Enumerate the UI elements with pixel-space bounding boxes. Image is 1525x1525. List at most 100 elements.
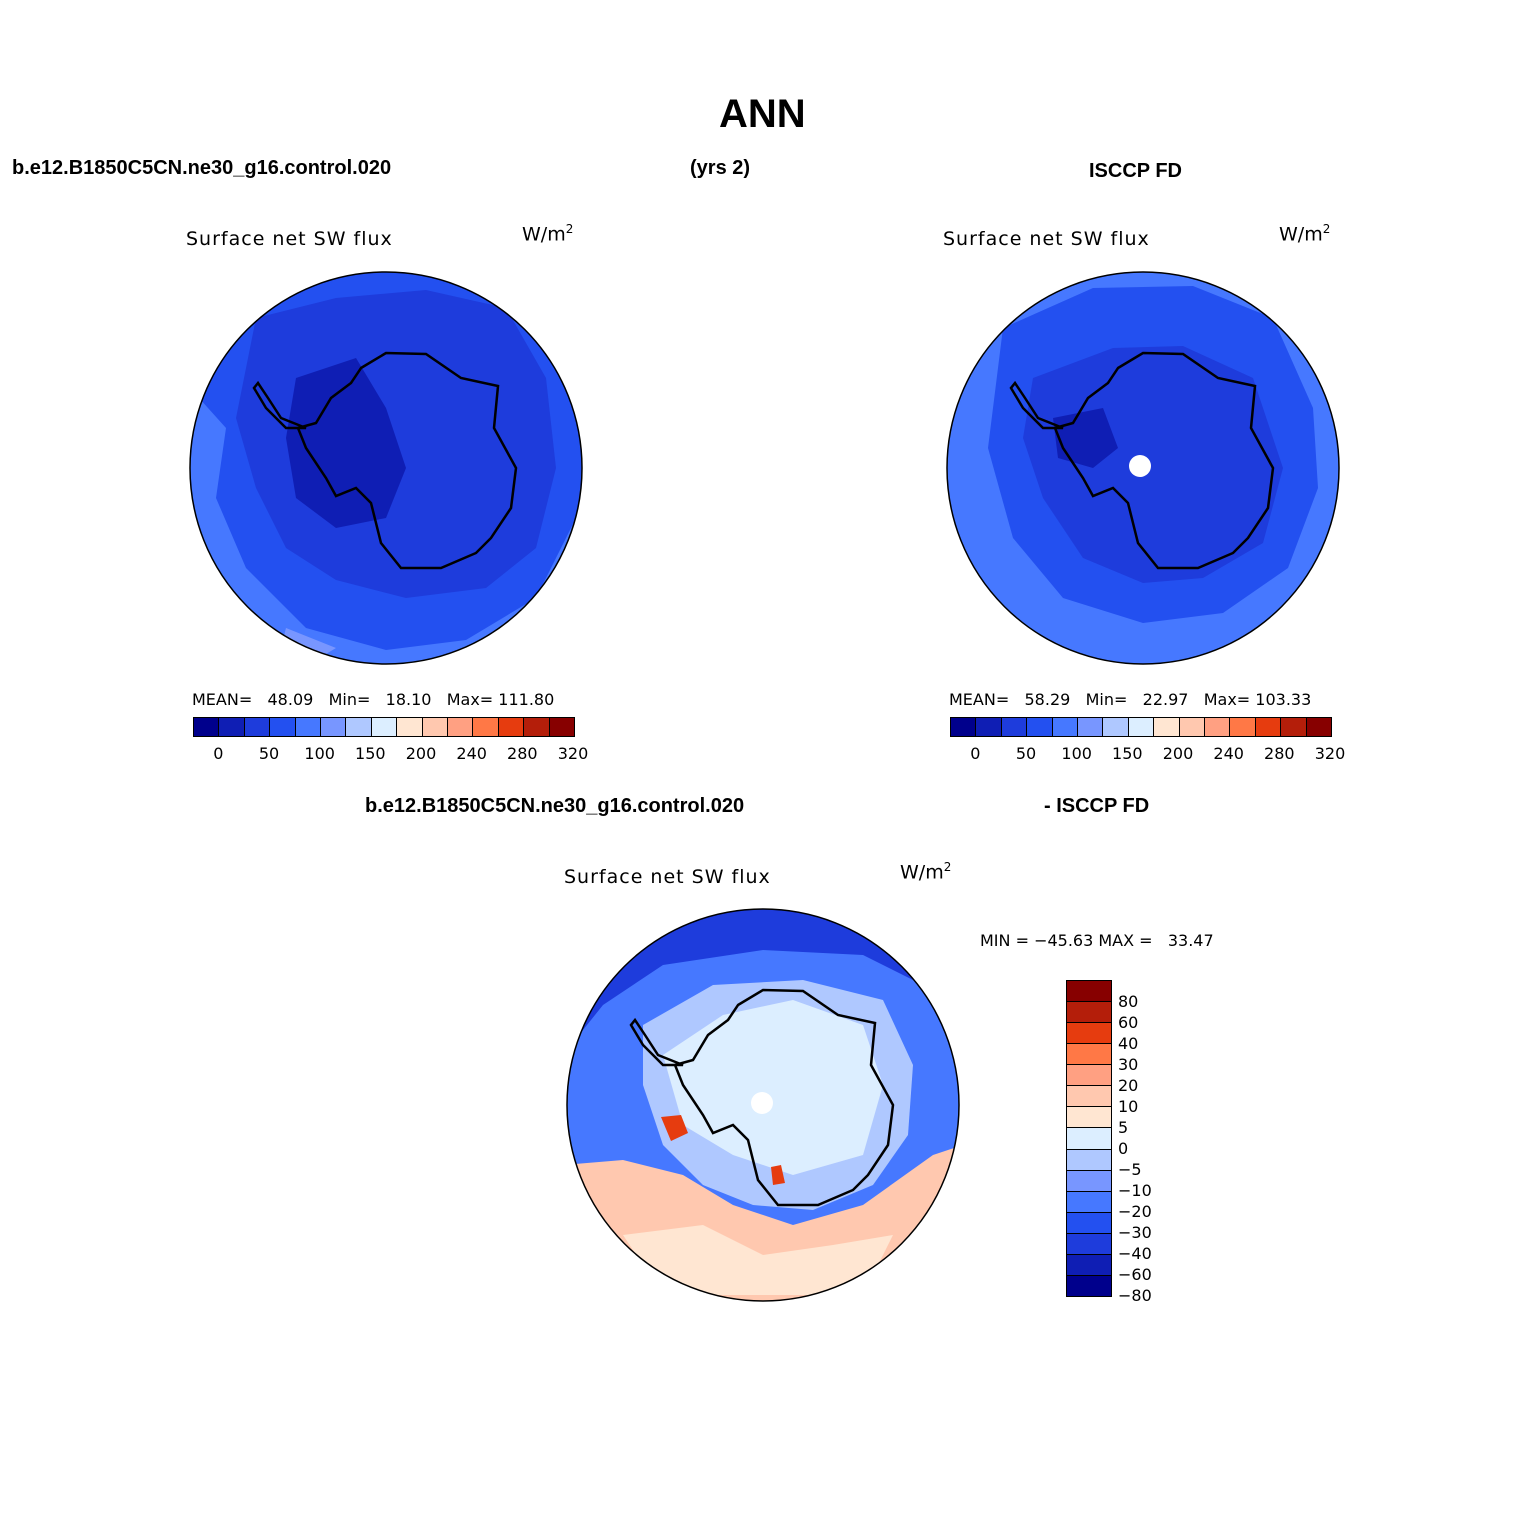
colorbar-tick-label: 280 — [1264, 744, 1295, 763]
colorbar-tick-label: 150 — [1112, 744, 1143, 763]
diff-ocean-outer — [567, 909, 959, 1055]
colorbar-swatch — [1067, 1086, 1111, 1108]
model-max: 111.80 — [498, 690, 555, 709]
colorbar-tick-label: 320 — [557, 744, 589, 763]
obs-min: 22.97 — [1142, 690, 1189, 709]
model-min-label: Min= — [328, 690, 371, 709]
colorbar-swatch — [219, 718, 245, 736]
case-name: b.e12.B1850C5CN.ne30_g16.control.020 — [12, 157, 392, 179]
colorbar-tick-label: 10 — [1118, 1097, 1139, 1116]
model-min: 18.10 — [385, 690, 432, 709]
colorbar-swatch — [1067, 1023, 1111, 1045]
colorbar-swatch — [1067, 1233, 1111, 1255]
model-colorbar — [193, 717, 575, 737]
colorbar-swatch — [1067, 981, 1111, 1003]
obs-units: W/m2 — [1279, 222, 1330, 245]
colorbar-swatch — [270, 718, 296, 736]
model-units: W/m2 — [522, 222, 573, 245]
model-ocean-deep — [286, 358, 406, 528]
diff-plot-title: Surface net SW flux — [564, 866, 771, 888]
figure-title: ANN — [719, 92, 806, 136]
model-plot-title: Surface net SW flux — [186, 228, 393, 250]
obs-max: 103.33 — [1255, 690, 1312, 709]
obs-pole-hole — [1129, 455, 1151, 477]
colorbar-tick-label: −60 — [1118, 1265, 1152, 1284]
colorbar-swatch — [1067, 1212, 1111, 1234]
colorbar-tick-label: 40 — [1118, 1034, 1139, 1053]
obs-ocean-inner — [1023, 346, 1283, 583]
colorbar-tick-label: −10 — [1118, 1181, 1152, 1200]
colorbar-swatch — [1067, 1254, 1111, 1276]
diff-units: W/m2 — [900, 860, 951, 883]
model-polar-map — [189, 271, 583, 665]
colorbar-tick-label: 240 — [1213, 744, 1244, 763]
years-label: (yrs 2) — [690, 157, 751, 179]
colorbar-tick-label: 240 — [456, 744, 487, 763]
colorbar-swatch — [1001, 718, 1028, 736]
obs-mean-label: MEAN= — [949, 690, 1010, 709]
colorbar-swatch — [1067, 1065, 1111, 1087]
colorbar-tick-label: 0 — [213, 744, 224, 763]
model-stats: MEAN= 48.09 Min= 18.10 Max= 111.80 — [192, 690, 554, 709]
colorbar-swatch — [1281, 718, 1307, 736]
colorbar-swatch — [1255, 718, 1282, 736]
obs-units-exp: 2 — [1322, 222, 1331, 236]
colorbar-swatch — [1128, 718, 1155, 736]
diff-units-base: W/m — [900, 861, 944, 884]
colorbar-swatch — [295, 718, 322, 736]
diff-peninsula-coast — [629, 1017, 684, 1067]
obs-plot-title: Surface net SW flux — [943, 228, 1150, 250]
model-units-base: W/m — [522, 223, 566, 246]
diff-minmax: MIN = −45.63 MAX = 33.47 — [980, 931, 1214, 950]
colorbar-tick-label: 30 — [1118, 1055, 1139, 1074]
colorbar-tick-label: 80 — [1118, 992, 1139, 1011]
diff-hot-spot-west — [661, 1115, 688, 1141]
model-max-label: Max= — [446, 690, 494, 709]
colorbar-tick-label: −20 — [1118, 1202, 1152, 1221]
diff-case-name: b.e12.B1850C5CN.ne30_g16.control.020 — [365, 795, 745, 817]
colorbar-tick-label: 100 — [304, 744, 335, 763]
obs-polar-map — [946, 271, 1340, 665]
colorbar-swatch — [976, 718, 1002, 736]
colorbar-tick-label: −40 — [1118, 1244, 1152, 1263]
colorbar-tick-label: 320 — [1314, 744, 1346, 763]
obs-name: ISCCP FD — [1089, 160, 1182, 182]
colorbar-tick-label: 20 — [1118, 1076, 1139, 1095]
model-mean-label: MEAN= — [192, 690, 253, 709]
colorbar-tick-label: −30 — [1118, 1223, 1152, 1242]
colorbar-swatch — [346, 718, 372, 736]
colorbar-tick-label: 60 — [1118, 1013, 1139, 1032]
colorbar-tick-label: 200 — [405, 744, 437, 763]
colorbar-swatch — [1067, 1107, 1111, 1129]
colorbar-tick-label: 0 — [970, 744, 981, 763]
colorbar-swatch — [371, 718, 398, 736]
obs-mean: 58.29 — [1024, 690, 1071, 709]
colorbar-swatch — [524, 718, 550, 736]
obs-units-base: W/m — [1279, 223, 1323, 246]
colorbar-swatch — [397, 718, 423, 736]
colorbar-swatch — [1067, 1191, 1111, 1213]
colorbar-swatch — [448, 718, 474, 736]
colorbar-swatch — [1027, 718, 1053, 736]
colorbar-swatch — [244, 718, 271, 736]
colorbar-swatch — [422, 718, 449, 736]
colorbar-swatch — [1078, 718, 1104, 736]
diff-pole-hole — [751, 1092, 773, 1114]
diff-units-exp: 2 — [943, 860, 952, 874]
colorbar-tick-label: 100 — [1061, 744, 1092, 763]
obs-peninsula-coast — [1009, 380, 1064, 430]
obs-max-label: Max= — [1203, 690, 1251, 709]
model-peninsula-coast — [252, 380, 307, 430]
colorbar-swatch — [1067, 1149, 1111, 1171]
colorbar-tick-label: 5 — [1118, 1118, 1129, 1137]
model-units-exp: 2 — [565, 222, 574, 236]
colorbar-swatch — [1154, 718, 1180, 736]
diff-obs-name: - ISCCP FD — [1044, 795, 1150, 817]
colorbar-swatch — [1179, 718, 1206, 736]
colorbar-tick-label: 280 — [507, 744, 538, 763]
colorbar-tick-label: 50 — [258, 744, 280, 763]
colorbar-tick-label: 200 — [1162, 744, 1194, 763]
colorbar-swatch — [1306, 718, 1332, 736]
colorbar-tick-label: 50 — [1015, 744, 1037, 763]
colorbar-swatch — [321, 718, 347, 736]
